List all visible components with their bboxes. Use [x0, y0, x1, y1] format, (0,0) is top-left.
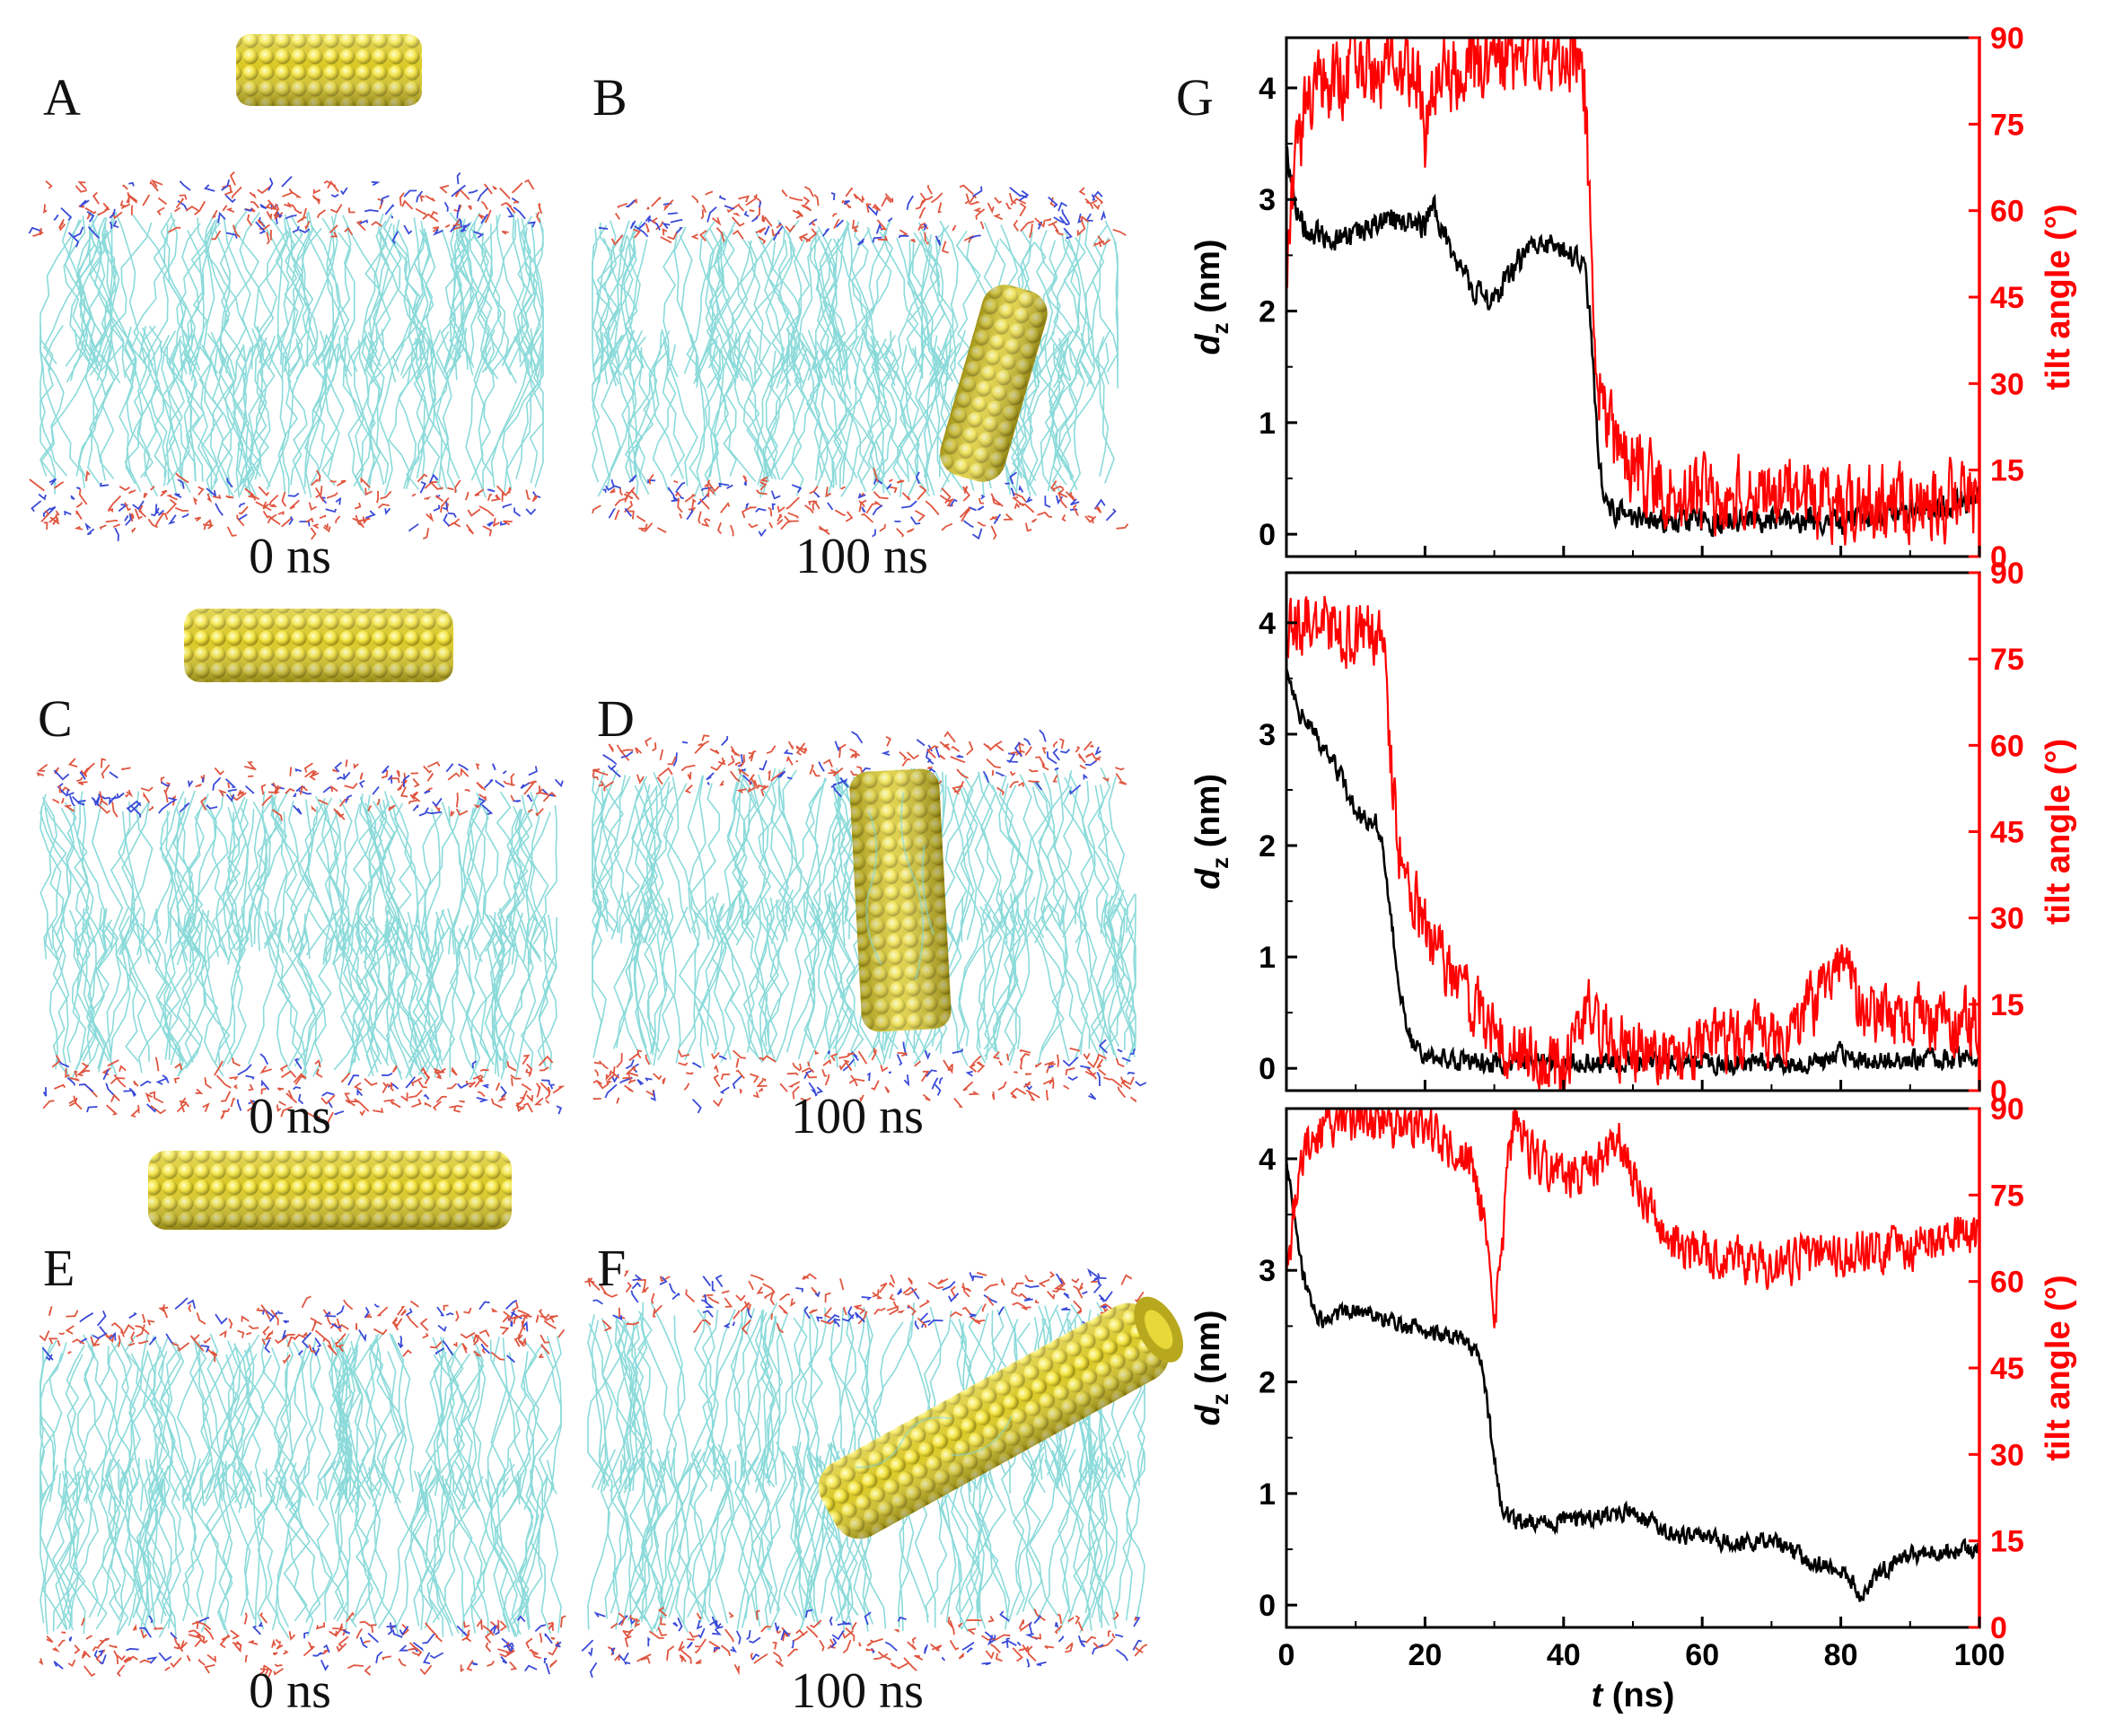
- y2-tick-label: 0: [1990, 540, 2007, 574]
- y2-tick-label: 30: [1990, 367, 2024, 401]
- y2-tick-label: 75: [1990, 643, 2024, 677]
- y-axis-label: dz (nm): [1189, 774, 1233, 890]
- series-line-dz: [1286, 1159, 1979, 1602]
- x-tick-label: 40: [1547, 1638, 1581, 1672]
- y-tick-label: 0: [1259, 1052, 1276, 1086]
- y2-axis-label: tilt angle (°): [2040, 1275, 2077, 1460]
- y-tick-label: 2: [1259, 295, 1276, 329]
- x-tick-label: 100: [1954, 1638, 2005, 1672]
- x-tick-label: 60: [1685, 1638, 1719, 1672]
- time-label-a: 0 ns: [249, 529, 331, 584]
- y2-tick-label: 60: [1990, 1266, 2024, 1300]
- y-tick-label: 3: [1259, 718, 1276, 752]
- panel-label-e: E: [43, 1239, 75, 1297]
- y2-tick-label: 75: [1990, 1179, 2024, 1213]
- series-line-tilt: [1286, 595, 1979, 1091]
- nanotube-a: [236, 34, 422, 106]
- series-line-dz: [1286, 145, 1979, 538]
- y-tick-label: 1: [1259, 941, 1276, 975]
- y-tick-label: 0: [1259, 1589, 1276, 1623]
- nanotube-c: [184, 609, 453, 682]
- panel-label-d: D: [597, 689, 635, 748]
- nanotube-e: [148, 1151, 512, 1230]
- membrane-c: [36, 758, 566, 1126]
- membrane-a: [28, 171, 544, 541]
- y2-tick-label: 15: [1990, 988, 2024, 1022]
- chart-g-top: 0 1 2 3 4 0 15 30 45 60 75 90 dz (nm) tilt angle (°): [1189, 22, 2077, 574]
- panel-label-a: A: [43, 68, 81, 127]
- y2-tick-label: 0: [1990, 1611, 2007, 1645]
- y2-tick-label: 0: [1990, 1074, 2007, 1109]
- y2-tick-label: 90: [1990, 557, 2024, 591]
- y-tick-label: 3: [1259, 183, 1276, 217]
- y-tick-label: 1: [1259, 407, 1276, 441]
- time-label-e: 0 ns: [249, 1663, 331, 1719]
- nanotube-b: [940, 285, 1048, 482]
- y-tick-label: 4: [1259, 607, 1276, 641]
- time-label-d: 100 ns: [791, 1089, 924, 1144]
- y-tick-label: 4: [1259, 1143, 1276, 1177]
- chart-g-middle: 0 1 2 3 4 0 15 30 45 60 75 90 dz (nm) tilt angle (°): [1189, 557, 2077, 1109]
- y-tick-label: 3: [1259, 1254, 1276, 1288]
- y2-tick-label: 75: [1990, 108, 2024, 142]
- y2-tick-label: 45: [1990, 816, 2024, 850]
- snapshot-panels: A B C D E F G 0 ns 100 ns 0 ns 100 ns 0 …: [28, 34, 1214, 1719]
- y-tick-label: 2: [1259, 829, 1276, 864]
- y2-axis-label: tilt angle (°): [2040, 204, 2077, 390]
- y2-tick-label: 90: [1990, 22, 2024, 56]
- y2-axis-label: tilt angle (°): [2040, 739, 2077, 925]
- y2-tick-label: 15: [1990, 454, 2024, 488]
- membrane-b: [592, 184, 1129, 540]
- x-tick-label: 20: [1408, 1638, 1442, 1672]
- time-label-c: 0 ns: [249, 1089, 331, 1144]
- y-axis-label: dz (nm): [1189, 239, 1233, 355]
- series-line-tilt: [1286, 1109, 1979, 1328]
- panel-label-g: G: [1176, 68, 1214, 127]
- plot-frame: [1285, 571, 1981, 1092]
- y2-tick-label: 60: [1990, 729, 2024, 763]
- panel-label-c: C: [38, 689, 73, 748]
- x-axis-label: t (ns): [1592, 1677, 1675, 1714]
- y2-tick-label: 15: [1990, 1525, 2024, 1559]
- y-tick-label: 0: [1259, 518, 1276, 552]
- series-line-tilt: [1286, 38, 1979, 546]
- membrane-e: [39, 1295, 566, 1678]
- x-tick-label: 0: [1278, 1638, 1295, 1672]
- time-label-f: 100 ns: [791, 1663, 924, 1719]
- plot-frame: [1285, 36, 1981, 558]
- panel-label-f: F: [597, 1239, 626, 1297]
- y2-tick-label: 30: [1990, 1438, 2024, 1472]
- y2-tick-label: 45: [1990, 281, 2024, 315]
- y-axis-label: dz (nm): [1189, 1310, 1233, 1425]
- nanotube-f: [818, 1296, 1183, 1539]
- y-tick-label: 4: [1259, 72, 1276, 106]
- nanotube-d: [849, 768, 952, 1032]
- panel-label-b: B: [592, 68, 627, 127]
- series-line-dz: [1286, 668, 1979, 1077]
- y-tick-label: 2: [1259, 1366, 1276, 1400]
- y-tick-label: 1: [1259, 1477, 1276, 1512]
- x-tick-label: 80: [1824, 1638, 1858, 1672]
- y2-tick-label: 60: [1990, 195, 2024, 229]
- time-label-b: 100 ns: [795, 529, 928, 584]
- y2-tick-label: 90: [1990, 1092, 2024, 1127]
- y2-tick-label: 45: [1990, 1352, 2024, 1386]
- y2-tick-label: 30: [1990, 902, 2024, 936]
